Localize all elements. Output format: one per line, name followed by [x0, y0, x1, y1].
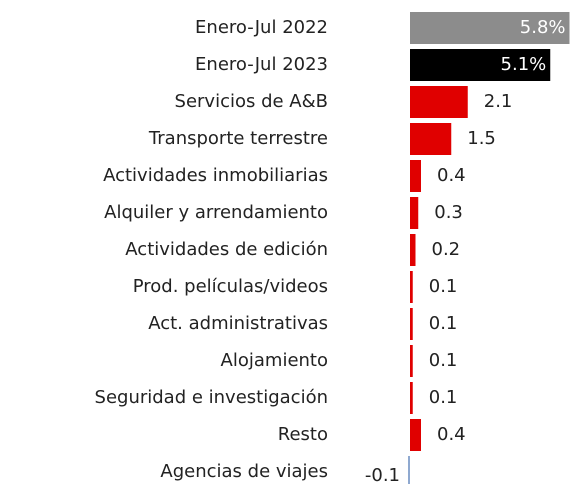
value-label: 5.1% [501, 54, 547, 75]
category-label: Act. administrativas [148, 313, 328, 334]
value-label: 0.2 [432, 239, 461, 260]
category-label: Alquiler y arrendamiento [104, 202, 328, 223]
bar [410, 345, 413, 377]
value-label: 0.4 [437, 424, 466, 445]
category-label: Servicios de A&B [175, 91, 328, 112]
bar [410, 234, 416, 266]
category-label: Transporte terrestre [148, 128, 328, 149]
bar [410, 49, 551, 81]
value-label: 1.5 [467, 128, 496, 149]
value-label: 0.1 [429, 276, 458, 297]
category-label: Resto [278, 424, 328, 445]
category-label: Seguridad e investigación [95, 387, 328, 408]
bar [410, 271, 413, 303]
category-label: Enero-Jul 2022 [195, 17, 328, 38]
bar [410, 160, 421, 192]
value-label: 2.1 [484, 91, 513, 112]
bar [410, 86, 468, 118]
value-label: 0.1 [429, 350, 458, 371]
value-label: 0.1 [429, 387, 458, 408]
bar [410, 123, 452, 155]
category-label: Alojamiento [221, 350, 328, 371]
value-label: 0.3 [434, 202, 463, 223]
category-label: Enero-Jul 2023 [195, 54, 328, 75]
bar [410, 12, 570, 44]
value-label: -0.1 [365, 465, 400, 484]
category-label: Agencias de viajes [160, 461, 328, 482]
bar [410, 382, 413, 414]
category-label: Actividades inmobiliarias [103, 165, 328, 186]
category-label: Prod. películas/videos [133, 276, 328, 297]
bar [410, 308, 413, 340]
value-label: 0.1 [429, 313, 458, 334]
category-label: Actividades de edición [125, 239, 328, 260]
value-label: 0.4 [437, 165, 466, 186]
bar [410, 419, 421, 451]
bar [408, 456, 410, 484]
bar [410, 197, 419, 229]
value-label: 5.8% [520, 17, 566, 38]
